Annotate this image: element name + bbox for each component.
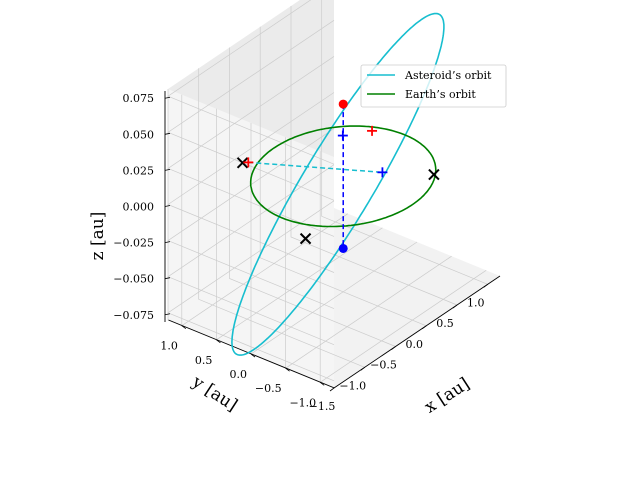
x-tick-mark [483, 283, 488, 288]
y-tick-label: 0.5 [195, 354, 213, 367]
legend-label-earth: Earth’s orbit [405, 88, 476, 101]
y-tick-label: 1.0 [160, 340, 178, 353]
z-tick-mark [164, 241, 171, 243]
cross-3-stroke-b [428, 168, 440, 181]
x-tick-mark [391, 346, 396, 350]
plot-content [231, 12, 445, 356]
x-axis-label: x [au] [421, 374, 473, 418]
z-tick-mark [164, 313, 171, 316]
x-tick-label: −1.5 [309, 400, 336, 413]
cross-3 [428, 168, 440, 181]
cross-1 [236, 157, 249, 169]
grid-line-z [167, 128, 335, 309]
x-tick-mark [452, 304, 458, 309]
x-tick-label: 1.0 [467, 296, 485, 309]
y-tick-label: −0.5 [255, 382, 282, 395]
plus-blue-1 [337, 130, 348, 141]
z-tick-mark [164, 169, 171, 171]
grid-line-z [167, 20, 335, 201]
z-tick-mark [164, 132, 171, 135]
tick-labels: −1.5−1.0 −0.5 0.0 0.5 1.0 1.0 0.5 0.0 −0.5 −1.0 0.… [113, 92, 488, 413]
cross-2-stroke-b [299, 232, 312, 245]
x-tick-label: 0.0 [405, 338, 423, 351]
grid-line-x [229, 47, 396, 347]
y-tick-label: 0.0 [230, 368, 248, 381]
x-tick-label: −0.5 [370, 359, 397, 372]
grid-line-x [259, 26, 427, 327]
plus-red-2 [367, 125, 378, 136]
cross-2 [299, 232, 312, 245]
plus-red-1 [243, 157, 254, 168]
z-tick-mark [164, 205, 171, 207]
z-tick-label: 0.000 [123, 201, 155, 214]
grid-line-x [290, 6, 458, 306]
x-tick-mark [360, 366, 365, 371]
grid-line-z [167, 92, 335, 273]
grid-line-x [321, 0, 488, 285]
z-tick-label: −0.075 [113, 309, 154, 322]
grid-line-z [167, 0, 335, 165]
z-tick-label: 0.050 [123, 128, 155, 141]
grid-line-z [167, 200, 335, 382]
z-tick-label: 0.025 [123, 164, 155, 177]
x-tick-mark [329, 387, 335, 392]
grid-line-z [167, 56, 335, 237]
cross-1-stroke-b [236, 157, 249, 169]
asteroid-projection [338, 243, 348, 253]
grid-line-z [167, 164, 335, 346]
z-tick-mark [164, 96, 171, 99]
y-tick-mark [250, 353, 256, 358]
y-tick-mark [181, 325, 187, 329]
plus-blue-2 [377, 167, 388, 178]
y-tick-mark [319, 382, 325, 386]
z-tick-mark [164, 277, 171, 280]
line-of-nodes-dashed [248, 161, 383, 174]
z-axis-label: z [au] [88, 212, 108, 261]
x-tick-label: 0.5 [436, 317, 454, 330]
y-tick-label: −1.0 [289, 396, 316, 409]
grid-line-x [198, 68, 365, 368]
y-tick-mark [285, 367, 290, 372]
z-tick-label: −0.025 [113, 237, 154, 250]
orbit-line-earth [249, 125, 437, 228]
legend-frame [360, 64, 507, 108]
asteroid-position [338, 99, 348, 109]
x-tick-mark [421, 325, 427, 330]
legend: Asteroid’s orbit Earth’s orbit [360, 64, 507, 108]
z-tick-label: 0.075 [123, 92, 155, 105]
x-tick-label: −1.0 [339, 379, 366, 392]
y-tick-mark [216, 339, 221, 344]
orbit-line-asteroid [231, 12, 445, 356]
legend-label-asteroid: Asteroid’s orbit [404, 69, 492, 82]
z-tick-label: −0.050 [113, 273, 154, 286]
